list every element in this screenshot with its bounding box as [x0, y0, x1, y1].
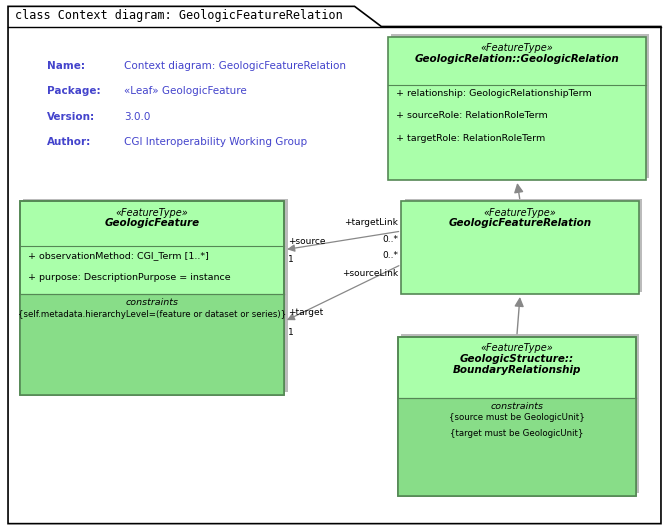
- Text: +targetLink: +targetLink: [344, 218, 398, 227]
- Text: + sourceRole: RelationRoleTerm: + sourceRole: RelationRoleTerm: [396, 111, 548, 120]
- Text: constraints: constraints: [126, 298, 179, 307]
- Text: Package:: Package:: [47, 86, 100, 96]
- Bar: [401, 334, 639, 493]
- Bar: [401, 201, 639, 294]
- Text: +target: +target: [288, 308, 323, 317]
- Text: «FeatureType»: «FeatureType»: [116, 208, 189, 218]
- Text: 1: 1: [288, 328, 294, 337]
- Text: class Context diagram: GeologicFeatureRelation: class Context diagram: GeologicFeatureRe…: [15, 9, 343, 22]
- Text: + purpose: DescriptionPurpose = instance: + purpose: DescriptionPurpose = instance: [28, 273, 231, 282]
- Text: GeologicFeature: GeologicFeature: [104, 218, 200, 228]
- Text: Version:: Version:: [47, 112, 95, 122]
- Bar: [20, 201, 284, 395]
- Text: «FeatureType»: «FeatureType»: [480, 343, 553, 353]
- Bar: [398, 398, 636, 496]
- Bar: [391, 34, 649, 178]
- Text: CGI Interoperability Working Group: CGI Interoperability Working Group: [124, 137, 307, 147]
- Text: 3.0.0: 3.0.0: [124, 112, 150, 122]
- Text: + observationMethod: CGI_Term [1..*]: + observationMethod: CGI_Term [1..*]: [28, 251, 209, 260]
- Text: +sourceLink: +sourceLink: [342, 269, 398, 278]
- Bar: [388, 37, 646, 180]
- Text: + targetRole: RelationRoleTerm: + targetRole: RelationRoleTerm: [396, 134, 545, 143]
- Text: constraints: constraints: [490, 402, 543, 411]
- Text: GeologicFeatureRelation: GeologicFeatureRelation: [449, 218, 591, 228]
- Bar: [20, 294, 284, 395]
- Text: Author:: Author:: [47, 137, 91, 147]
- Text: GeologicRelation::GeologicRelation: GeologicRelation::GeologicRelation: [414, 54, 619, 64]
- Text: 0..*: 0..*: [382, 251, 398, 260]
- Text: 1: 1: [288, 255, 294, 264]
- Text: {source must be GeologicUnit}: {source must be GeologicUnit}: [449, 413, 585, 422]
- Bar: [405, 199, 642, 292]
- Bar: [23, 199, 288, 392]
- Bar: [20, 201, 284, 395]
- Text: 0..*: 0..*: [382, 235, 398, 244]
- Text: Context diagram: GeologicFeatureRelation: Context diagram: GeologicFeatureRelation: [124, 61, 346, 71]
- Text: GeologicStructure::
BoundaryRelationship: GeologicStructure:: BoundaryRelationship: [453, 354, 581, 375]
- Text: +source: +source: [288, 236, 325, 245]
- Bar: [398, 337, 636, 496]
- Text: «FeatureType»: «FeatureType»: [480, 43, 553, 54]
- Text: {self.metadata.hierarchyLevel=(feature or dataset or series)}: {self.metadata.hierarchyLevel=(feature o…: [18, 310, 286, 319]
- Bar: [398, 337, 636, 496]
- Text: + relationship: GeologicRelationshipTerm: + relationship: GeologicRelationshipTerm: [396, 89, 592, 98]
- Text: Name:: Name:: [47, 61, 85, 71]
- Text: «FeatureType»: «FeatureType»: [484, 208, 557, 218]
- Text: {target must be GeologicUnit}: {target must be GeologicUnit}: [450, 429, 583, 438]
- Text: «Leaf» GeologicFeature: «Leaf» GeologicFeature: [124, 86, 246, 96]
